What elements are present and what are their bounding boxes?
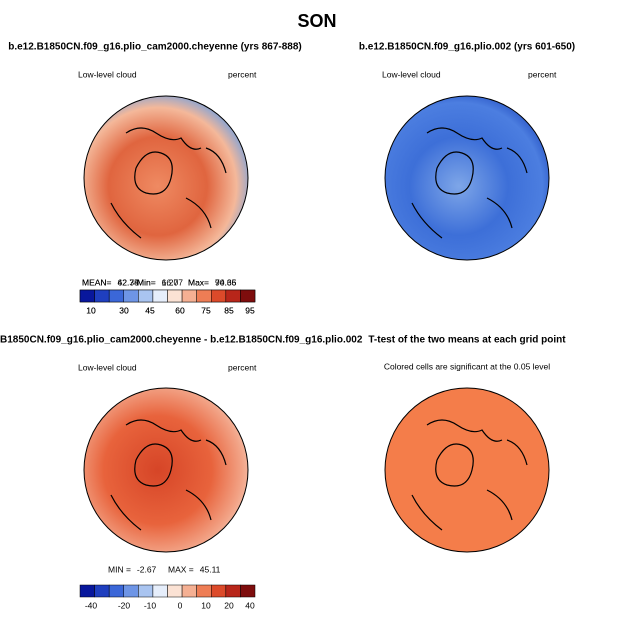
colorbar-cell: [138, 584, 154, 598]
colorbar-label: 10: [86, 305, 96, 315]
panel-title: T-test of the two means at each grid poi…: [368, 335, 566, 346]
colorbar-label: 45: [145, 305, 155, 315]
left-label: Low-level cloud: [382, 69, 441, 79]
stat-value: 62.74: [118, 277, 140, 287]
colorbar-label: 10: [201, 600, 211, 610]
colorbar-label: 40: [245, 600, 255, 610]
colorbar-label: 85: [224, 305, 234, 315]
colorbar-label: -20: [118, 600, 131, 610]
stat-label: Max=: [188, 277, 209, 287]
colorbar-label: 60: [175, 305, 185, 315]
coastline: [110, 127, 227, 239]
colorbar-label: 10: [86, 305, 96, 315]
colorbar-cell: [94, 289, 110, 303]
colorbar-cell: [108, 289, 124, 303]
panel-note: Colored cells are significant at the 0.0…: [384, 361, 550, 371]
coastline: [411, 419, 528, 531]
stat-label: MIN =: [108, 564, 131, 574]
colorbar-cell: [181, 289, 197, 303]
colorbar-cell: [225, 289, 241, 303]
colorbar-label: 75: [201, 305, 211, 315]
colorbar-label: -40: [85, 600, 98, 610]
panel-title: b.e12.B1850CN.f09_g16.plio.002 (yrs 601-…: [359, 42, 575, 53]
colorbar-label: 20: [224, 600, 234, 610]
colorbar-cell: [152, 584, 168, 598]
colorbar-label: 30: [119, 305, 129, 315]
colorbar-label: 30: [119, 305, 129, 315]
polar-map: [384, 387, 550, 553]
colorbar-cell: [211, 584, 227, 598]
stat-label: Min=: [137, 277, 156, 287]
stat-value: 74.65: [215, 277, 237, 287]
stat-label: MAX =: [168, 564, 194, 574]
stat-label: MEAN=: [82, 277, 112, 287]
colorbar-cell: [123, 289, 139, 303]
colorbar-cell: [196, 289, 212, 303]
colorbar-label: 60: [175, 305, 185, 315]
colorbar-label: 95: [245, 305, 255, 315]
polar-map: [384, 95, 550, 261]
figure-title: SON: [297, 11, 336, 31]
coastline: [110, 419, 227, 531]
colorbar-cell: [196, 584, 212, 598]
colorbar-label: 95: [245, 305, 255, 315]
coastline: [411, 127, 528, 239]
stat-label: MEAN=: [82, 277, 112, 287]
polar-map: [83, 387, 249, 553]
colorbar-cell: [167, 289, 183, 303]
colorbar-cell: [79, 289, 95, 303]
colorbar-label: 45: [145, 305, 155, 315]
colorbar-label: 75: [201, 305, 211, 315]
colorbar-cell: [108, 584, 124, 598]
colorbar-cell: [211, 289, 227, 303]
polar-map: [83, 95, 249, 261]
colorbar-cell: [123, 584, 139, 598]
colorbar-cell: [240, 289, 256, 303]
right-label: percent: [228, 69, 257, 79]
stat-value: 90.36: [215, 277, 237, 287]
left-label: Low-level cloud: [78, 69, 137, 79]
colorbar-label: 0: [178, 600, 183, 610]
stat-value: 6.20: [162, 277, 179, 287]
colorbar-cell: [240, 584, 256, 598]
colorbar-cell: [225, 584, 241, 598]
stat-value: 16.77: [162, 277, 184, 287]
colorbar-cell: [167, 584, 183, 598]
stat-value: -2.67: [137, 564, 157, 574]
right-label: percent: [228, 362, 257, 372]
colorbar-cell: [79, 584, 95, 598]
right-label: percent: [528, 69, 557, 79]
colorbar-label: -10: [144, 600, 157, 610]
left-label: Low-level cloud: [78, 362, 137, 372]
stat-label: Min=: [137, 277, 156, 287]
stat-label: Max=: [188, 277, 209, 287]
stat-value: 42.35: [118, 277, 140, 287]
colorbar-cell: [152, 289, 168, 303]
stat-value: 45.11: [200, 564, 221, 574]
panel-title: b.e12.B1850CN.f09_g16.plio_cam2000.cheye…: [8, 42, 302, 53]
colorbar-cell: [94, 584, 110, 598]
colorbar-label: 85: [224, 305, 234, 315]
colorbar-cell: [138, 289, 154, 303]
colorbar-cell: [181, 584, 197, 598]
panel-title: B1850CN.f09_g16.plio_cam2000.cheyenne - …: [0, 335, 363, 346]
